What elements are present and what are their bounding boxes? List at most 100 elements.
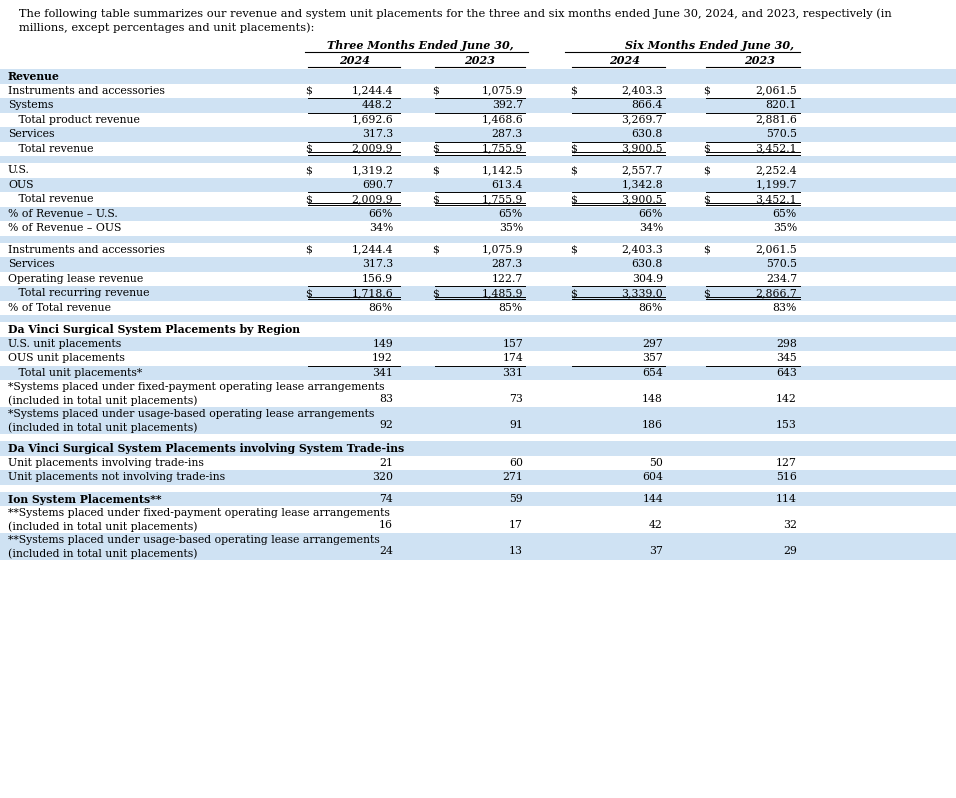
Text: 654: 654	[642, 368, 663, 377]
Text: Total revenue: Total revenue	[8, 194, 94, 204]
Text: 613.4: 613.4	[491, 180, 523, 190]
Text: 144: 144	[642, 494, 663, 504]
Text: $: $	[703, 165, 710, 176]
Text: 3,900.5: 3,900.5	[621, 194, 663, 204]
Text: $: $	[432, 288, 439, 298]
Bar	[0, 337, 956, 351]
Text: 271: 271	[502, 472, 523, 482]
Bar	[0, 407, 956, 434]
Text: 1,468.6: 1,468.6	[481, 115, 523, 124]
Text: 2024: 2024	[610, 55, 641, 66]
Text: 35%: 35%	[772, 223, 797, 233]
Text: 21: 21	[379, 458, 393, 468]
Text: Instruments and accessories: Instruments and accessories	[8, 245, 164, 255]
Bar	[0, 141, 956, 156]
Text: Three Months Ended June 30,: Three Months Ended June 30,	[327, 40, 513, 51]
Text: 29: 29	[783, 547, 797, 556]
Text: 66%: 66%	[369, 208, 393, 219]
Text: 91: 91	[510, 421, 523, 430]
Text: 186: 186	[642, 421, 663, 430]
Text: 153: 153	[776, 421, 797, 430]
Text: Da Vinci Surgical System Placements involving System Trade-ins: Da Vinci Surgical System Placements invo…	[8, 443, 404, 454]
Text: 85%: 85%	[499, 302, 523, 313]
Bar	[0, 434, 956, 441]
Text: 320: 320	[372, 472, 393, 482]
Text: 73: 73	[510, 393, 523, 404]
Bar	[0, 163, 956, 177]
Text: *Systems placed under usage-based operating lease arrangements
(included in tota: *Systems placed under usage-based operat…	[8, 409, 375, 433]
Text: 59: 59	[510, 494, 523, 504]
Bar	[0, 257, 956, 271]
Bar	[0, 315, 956, 322]
Text: $: $	[703, 245, 710, 255]
Text: 2,557.7: 2,557.7	[621, 165, 663, 176]
Bar	[0, 470, 956, 484]
Text: Ion System Placements**: Ion System Placements**	[8, 494, 162, 504]
Text: Da Vinci Surgical System Placements by Region: Da Vinci Surgical System Placements by R…	[8, 324, 300, 335]
Text: 1,142.5: 1,142.5	[482, 165, 523, 176]
Text: Instruments and accessories: Instruments and accessories	[8, 85, 164, 96]
Text: Revenue: Revenue	[8, 71, 60, 82]
Text: $: $	[305, 194, 312, 204]
Text: 2024: 2024	[339, 55, 371, 66]
Text: 392.7: 392.7	[492, 101, 523, 110]
Text: 2023: 2023	[745, 55, 775, 66]
Text: 92: 92	[380, 421, 393, 430]
Bar	[0, 156, 956, 163]
Text: 13: 13	[509, 547, 523, 556]
Text: 287.3: 287.3	[491, 129, 523, 139]
Text: 3,452.1: 3,452.1	[755, 144, 797, 154]
Text: $: $	[432, 144, 439, 154]
Bar	[0, 177, 956, 192]
Bar	[0, 456, 956, 470]
Text: $: $	[570, 288, 576, 298]
Text: Total product revenue: Total product revenue	[8, 115, 140, 124]
Text: 331: 331	[502, 368, 523, 377]
Text: 34%: 34%	[639, 223, 663, 233]
Text: 820.1: 820.1	[766, 101, 797, 110]
Text: 66%: 66%	[639, 208, 663, 219]
Text: Unit placements not involving trade-ins: Unit placements not involving trade-ins	[8, 472, 225, 482]
Text: 3,339.0: 3,339.0	[621, 288, 663, 298]
Text: $: $	[305, 85, 312, 96]
Text: Unit placements involving trade-ins: Unit placements involving trade-ins	[8, 458, 204, 468]
Text: U.S.: U.S.	[8, 165, 30, 176]
Text: Total recurring revenue: Total recurring revenue	[8, 288, 149, 298]
Text: % of Revenue – U.S.: % of Revenue – U.S.	[8, 208, 118, 219]
Text: 2023: 2023	[465, 55, 495, 66]
Text: 86%: 86%	[639, 302, 663, 313]
Bar	[0, 351, 956, 365]
Text: 357: 357	[642, 354, 663, 363]
Text: 65%: 65%	[499, 208, 523, 219]
Text: $: $	[305, 245, 312, 255]
Bar	[0, 533, 956, 560]
Bar	[0, 127, 956, 141]
Text: 65%: 65%	[772, 208, 797, 219]
Text: 60: 60	[509, 458, 523, 468]
Text: 604: 604	[642, 472, 663, 482]
Text: 2,252.4: 2,252.4	[755, 165, 797, 176]
Text: $: $	[305, 165, 312, 176]
Text: Six Months Ended June 30,: Six Months Ended June 30,	[625, 40, 794, 51]
Text: OUS unit placements: OUS unit placements	[8, 354, 125, 363]
Text: 1,342.8: 1,342.8	[621, 180, 663, 190]
Bar	[0, 98, 956, 113]
Text: 2,403.3: 2,403.3	[621, 85, 663, 96]
Text: 17: 17	[510, 519, 523, 530]
Text: 866.4: 866.4	[632, 101, 663, 110]
Text: Services: Services	[8, 259, 54, 269]
Text: 32: 32	[783, 519, 797, 530]
Text: 86%: 86%	[369, 302, 393, 313]
Bar	[0, 286, 956, 301]
Text: 16: 16	[379, 519, 393, 530]
Text: *Systems placed under fixed-payment operating lease arrangements
(included in to: *Systems placed under fixed-payment oper…	[8, 382, 384, 405]
Text: 1,718.6: 1,718.6	[351, 288, 393, 298]
Text: 74: 74	[380, 494, 393, 504]
Text: 1,199.7: 1,199.7	[755, 180, 797, 190]
Text: 2,061.5: 2,061.5	[755, 245, 797, 255]
Text: 448.2: 448.2	[362, 101, 393, 110]
Text: 630.8: 630.8	[632, 259, 663, 269]
Text: 341: 341	[372, 368, 393, 377]
Bar	[0, 243, 956, 257]
Text: 570.5: 570.5	[766, 129, 797, 139]
